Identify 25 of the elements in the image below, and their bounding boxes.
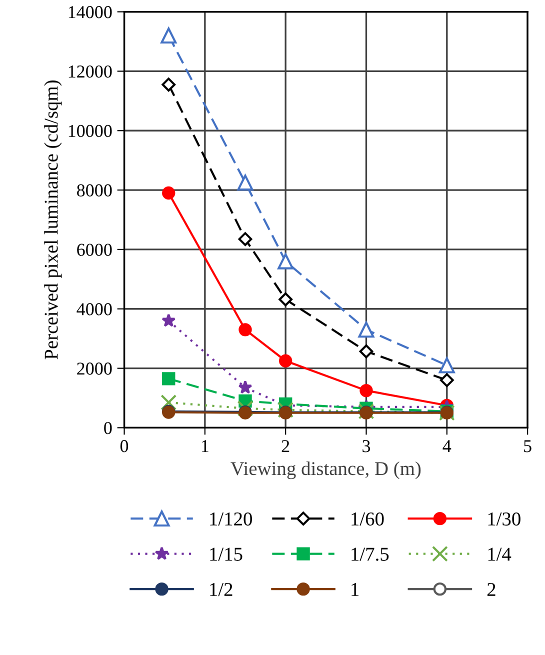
legend-label: 2 <box>487 583 496 596</box>
legend-label: 1/4 <box>488 548 512 561</box>
x-tick-label: 1 <box>202 440 208 452</box>
y-tick-label: 4000 <box>76 303 112 316</box>
legend-label: 1 <box>352 583 358 596</box>
legend-label: 1/30 <box>488 512 520 526</box>
legend-label: 1/2 <box>210 583 232 596</box>
x-tick-label: 2 <box>282 440 290 452</box>
x-tick-label: 5 <box>524 440 532 452</box>
x-axis-title: Viewing distance, D (m) <box>230 461 421 480</box>
legend-label: 1/60 <box>352 512 384 526</box>
y-tick-label: 6000 <box>77 244 112 256</box>
y-tick-label: 0 <box>104 422 112 434</box>
x-tick-label: 3 <box>362 440 370 452</box>
legend-label: 1/15 <box>210 548 242 561</box>
y-axis-title: Perceived pixel luminance (cd/sqm) <box>44 80 62 360</box>
y-tick-label: 10000 <box>68 124 112 138</box>
y-tick-label: 12000 <box>68 65 112 78</box>
x-tick-label: 0 <box>120 440 128 452</box>
y-tick-label: 2000 <box>77 362 112 375</box>
x-tick-label: 4 <box>442 440 452 452</box>
legend-label: 1/7.5 <box>352 548 389 561</box>
y-tick-label: 8000 <box>77 184 112 196</box>
legend-label: 1/120 <box>210 512 252 526</box>
y-tick-label: 14000 <box>68 6 112 18</box>
